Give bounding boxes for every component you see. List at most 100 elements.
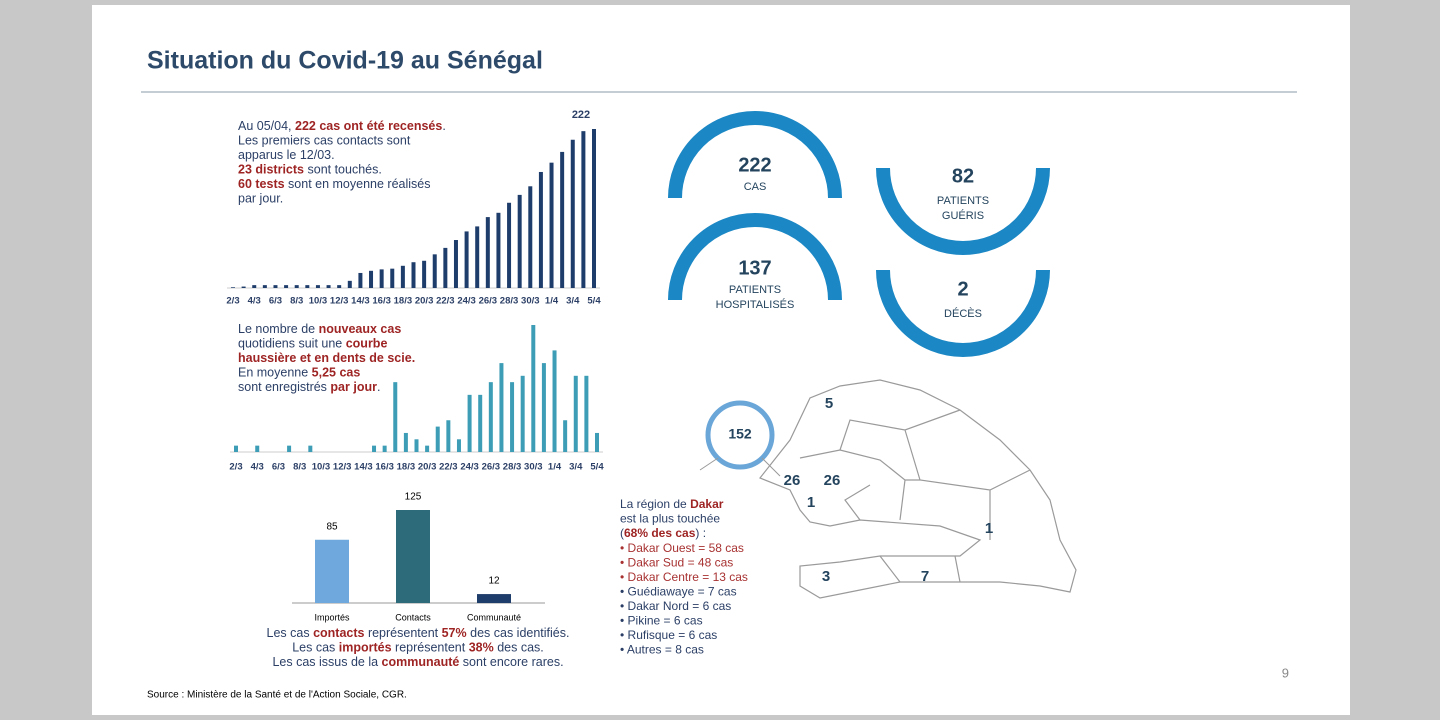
bar xyxy=(464,231,469,288)
bar xyxy=(425,445,430,452)
text-run: La région de xyxy=(620,497,690,511)
emphasis: 57% xyxy=(442,626,467,640)
bar xyxy=(581,131,586,288)
x-tick-label: 20/3 xyxy=(415,296,434,307)
emphasis: par jour xyxy=(330,380,377,394)
value-label: 125 xyxy=(405,492,422,503)
text-run: sont enregistrés xyxy=(238,380,330,394)
bar xyxy=(432,254,437,288)
bar xyxy=(446,420,451,452)
text-line: Les cas importés représentent 38% des ca… xyxy=(292,641,544,655)
bar xyxy=(435,426,440,452)
x-tick-label: 4/3 xyxy=(251,462,264,473)
region-label: 3 xyxy=(822,568,830,585)
bar xyxy=(287,445,292,452)
bar xyxy=(273,285,278,288)
x-tick-label: 18/3 xyxy=(394,296,413,307)
bar xyxy=(453,240,458,288)
x-tick-label: 16/3 xyxy=(372,296,391,307)
bar xyxy=(510,382,515,452)
text-line: La région de Dakar xyxy=(620,497,724,511)
bar xyxy=(308,445,313,452)
x-tick-label: 14/3 xyxy=(354,462,373,473)
gauges xyxy=(668,111,1050,357)
source: Source : Ministère de la Santé et de l'A… xyxy=(147,690,407,701)
bar xyxy=(584,375,589,452)
x-tick-label: 22/3 xyxy=(439,462,458,473)
bar xyxy=(400,265,405,288)
x-tick-label: 4/3 xyxy=(248,296,261,307)
text-line: est la plus touchée xyxy=(620,512,720,526)
kpi-label: DÉCÈS xyxy=(944,307,982,320)
bar xyxy=(549,162,554,288)
x-tick-label: 12/3 xyxy=(333,462,352,473)
dakar-item: • Guédiawaye = 7 cas xyxy=(620,585,737,599)
text-run: ( xyxy=(620,526,624,540)
bar xyxy=(396,510,430,603)
text-run: sont encore rares. xyxy=(459,655,563,669)
dakar-item: • Dakar Ouest = 58 cas xyxy=(620,541,744,555)
text-run: Le nombre de xyxy=(238,322,319,336)
emphasis: contacts xyxy=(313,626,364,640)
x-tick-label: 6/3 xyxy=(272,462,285,473)
bar xyxy=(234,445,238,452)
text-run: Les cas issus de la xyxy=(272,655,381,669)
bar xyxy=(563,420,568,452)
x-tick-label: 26/3 xyxy=(482,462,501,473)
bar xyxy=(393,382,398,452)
bar xyxy=(507,202,512,288)
x-tick-label: 12/3 xyxy=(330,296,349,307)
bar xyxy=(477,594,511,603)
x-tick-label: 2/3 xyxy=(226,296,239,307)
text-run: Les cas xyxy=(292,641,339,655)
bar xyxy=(467,394,472,452)
region-label: 7 xyxy=(921,568,929,585)
value-label: 85 xyxy=(326,521,338,532)
bar xyxy=(517,194,522,288)
bar xyxy=(262,285,267,288)
bar xyxy=(496,212,501,288)
emphasis: courbe xyxy=(346,337,388,351)
dakar-item: • Pikine = 6 cas xyxy=(620,614,703,628)
text-line: apparus le 12/03. xyxy=(238,148,335,162)
text-run: Les premiers cas contacts sont xyxy=(238,134,411,148)
bar xyxy=(326,285,331,288)
bar xyxy=(252,285,257,288)
kpi-label: GUÉRIS xyxy=(942,209,984,222)
bar xyxy=(531,325,536,452)
text-run: . xyxy=(442,119,445,133)
emphasis: Dakar xyxy=(690,497,724,511)
x-tick-label: 18/3 xyxy=(397,462,416,473)
bar xyxy=(538,171,543,288)
x-tick-label: 6/3 xyxy=(269,296,282,307)
text-line: Les premiers cas contacts sont xyxy=(238,134,411,148)
bar xyxy=(528,186,533,288)
text-run: quotidiens suit une xyxy=(238,337,346,351)
x-tick-label: 1/4 xyxy=(545,296,559,307)
emphasis: 38% xyxy=(469,641,494,655)
region-label: 1 xyxy=(807,494,815,511)
text-run: En moyenne xyxy=(238,366,312,380)
kpi-label: PATIENTS xyxy=(729,284,781,296)
bar xyxy=(488,382,493,452)
gauge-arc xyxy=(876,167,1050,255)
bar xyxy=(315,539,349,603)
text-run: représentent xyxy=(392,641,469,655)
region-label: 152 xyxy=(728,426,752,442)
bar xyxy=(414,439,419,452)
x-tick-label: 3/4 xyxy=(569,462,583,473)
x-tick-label: Contacts xyxy=(395,612,431,622)
emphasis: 222 cas ont été recensés xyxy=(295,119,442,133)
text-line: (68% des cas) : xyxy=(620,526,706,540)
kpi-value: 222 xyxy=(738,154,771,176)
text-line: Le nombre de nouveaux cas xyxy=(238,322,401,336)
region-label: 5 xyxy=(825,395,833,412)
emphasis: 23 districts xyxy=(238,163,304,177)
bar xyxy=(347,280,352,288)
value-label: 12 xyxy=(488,576,500,587)
x-tick-label: 30/3 xyxy=(524,462,543,473)
text-run: . xyxy=(377,380,380,394)
gauge-arc xyxy=(668,213,842,301)
slide-title: Situation du Covid-19 au Sénégal xyxy=(147,47,543,75)
